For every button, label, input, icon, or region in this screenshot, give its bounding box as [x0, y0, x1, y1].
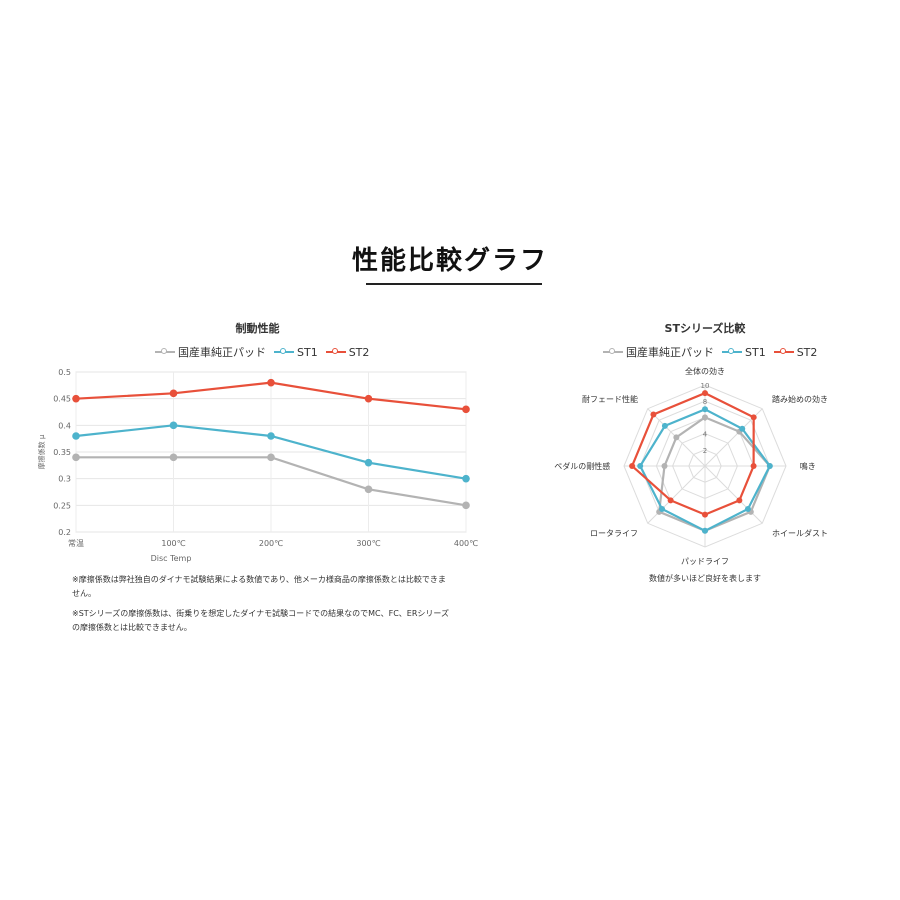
- legend-item-oem[interactable]: 国産車純正パッド: [603, 344, 714, 360]
- y-axis-label: 摩擦係数 μ: [37, 434, 46, 469]
- radar-tick-label: 4: [703, 431, 708, 439]
- y-tick-label: 0.2: [58, 528, 71, 537]
- legend-item-st1[interactable]: ST1: [722, 346, 766, 359]
- x-tick-label: 300℃: [356, 539, 380, 548]
- title-underline: [366, 283, 542, 285]
- y-tick-label: 0.5: [58, 368, 71, 377]
- radar-point-series-2: [702, 406, 708, 413]
- radar-axis-label: パッドライフ: [681, 557, 729, 566]
- radar-axis-label: 鳴き: [800, 461, 816, 471]
- radar-axis-label: ロータライフ: [590, 529, 638, 538]
- footnote-1: ※摩擦係数は弊社独自のダイナモ試験結果による数値であり、他メーカ様商品の摩擦係数…: [72, 575, 446, 598]
- data-point-series-2: [72, 432, 80, 440]
- radar-point-series-3: [702, 390, 708, 397]
- legend-label-st1: ST1: [745, 345, 766, 359]
- legend-marker-oem: [603, 347, 623, 357]
- radar-point-series-2: [659, 505, 666, 512]
- radar-point-series-1: [673, 434, 680, 441]
- radar-point-series-3: [629, 463, 636, 469]
- y-tick-label: 0.35: [53, 448, 71, 457]
- data-point-series-2: [169, 421, 178, 430]
- data-point-series-1: [72, 453, 80, 462]
- data-point-series-3: [72, 394, 80, 403]
- legend-marker-st2: [773, 347, 794, 357]
- radar-point-series-3: [750, 414, 757, 421]
- y-tick-label: 0.3: [58, 475, 71, 484]
- data-point-series-3: [462, 405, 470, 414]
- legend-item-st2[interactable]: ST2: [325, 345, 370, 359]
- data-point-series-1: [364, 485, 373, 494]
- x-tick-label: 200℃: [259, 539, 283, 548]
- radar-point-series-1: [661, 463, 668, 469]
- radar-axis-label: 耐フェード性能: [582, 394, 638, 404]
- legend-item-st1[interactable]: ST1: [274, 346, 318, 359]
- x-tick-label: 100℃: [161, 539, 185, 548]
- line-chart-title: 制動性能: [235, 322, 280, 335]
- data-point-series-1: [462, 501, 470, 510]
- data-point-series-3: [364, 394, 373, 403]
- legend-label-st1: ST1: [297, 345, 318, 359]
- y-tick-label: 0.25: [53, 501, 71, 510]
- data-point-series-2: [267, 432, 275, 440]
- radar-point-series-3: [667, 497, 674, 504]
- data-point-series-3: [267, 378, 275, 387]
- radar-point-series-2: [661, 422, 668, 429]
- line-chart-legend: 国産車純正パッド ST1 ST2: [155, 344, 377, 360]
- legend-marker-st2: [325, 347, 346, 357]
- radar-point-series-2: [744, 505, 751, 512]
- legend-label-st2: ST2: [796, 345, 818, 359]
- y-tick-label: 0.4: [58, 421, 71, 430]
- data-point-series-2: [364, 458, 373, 467]
- legend-marker-st1: [722, 347, 742, 357]
- radar-tick-label: 10: [701, 382, 710, 390]
- radar-point-series-2: [739, 425, 746, 432]
- legend-item-oem[interactable]: 国産車純正パッド: [155, 344, 266, 360]
- data-point-series-1: [169, 453, 178, 462]
- x-tick-label: 常温: [68, 539, 84, 548]
- legend-label-oem: 国産車純正パッド: [626, 346, 714, 359]
- radar-point-series-3: [736, 497, 743, 504]
- radar-point-series-3: [650, 411, 657, 418]
- radar-point-series-3: [702, 511, 708, 518]
- legend-label-st2: ST2: [348, 345, 370, 359]
- x-tick-label: 400℃: [454, 539, 478, 548]
- radar-axis-label: ホイールダスト: [772, 528, 828, 538]
- radar-tick-label: 8: [703, 398, 707, 406]
- legend-item-st2[interactable]: ST2: [773, 345, 818, 359]
- radar-axis-label: 全体の効き: [685, 366, 725, 376]
- radar-tick-label: 2: [703, 447, 707, 455]
- radar-footnote: 数値が多いほど良好を表します: [649, 574, 761, 583]
- legend-marker-oem: [155, 347, 175, 357]
- legend-marker-st1: [274, 347, 294, 357]
- x-axis-label: Disc Temp: [151, 554, 192, 563]
- radar-point-series-3: [750, 463, 757, 469]
- radar-chart-legend: 国産車純正パッド ST1 ST2: [603, 344, 825, 360]
- radar-axis-label: ペダルの剛性感: [554, 461, 610, 471]
- radar-point-series-2: [766, 463, 773, 469]
- page-title: 性能比較グラフ: [351, 246, 548, 276]
- radar-point-series-1: [702, 414, 708, 421]
- radar-point-series-2: [637, 463, 644, 469]
- data-point-series-2: [462, 474, 470, 483]
- data-point-series-1: [267, 453, 275, 462]
- data-point-series-3: [169, 389, 178, 398]
- y-tick-label: 0.45: [53, 395, 71, 404]
- radar-chart-title: STシリーズ比較: [664, 322, 746, 335]
- radar-axis-label: 踏み始めの効き: [772, 394, 828, 404]
- radar-point-series-2: [702, 527, 708, 534]
- legend-label-oem: 国産車純正パッド: [178, 346, 266, 359]
- footnote-2: ※STシリーズの摩擦係数は、街乗りを想定したダイナモ試験コードでの結果なのでMC…: [72, 609, 449, 632]
